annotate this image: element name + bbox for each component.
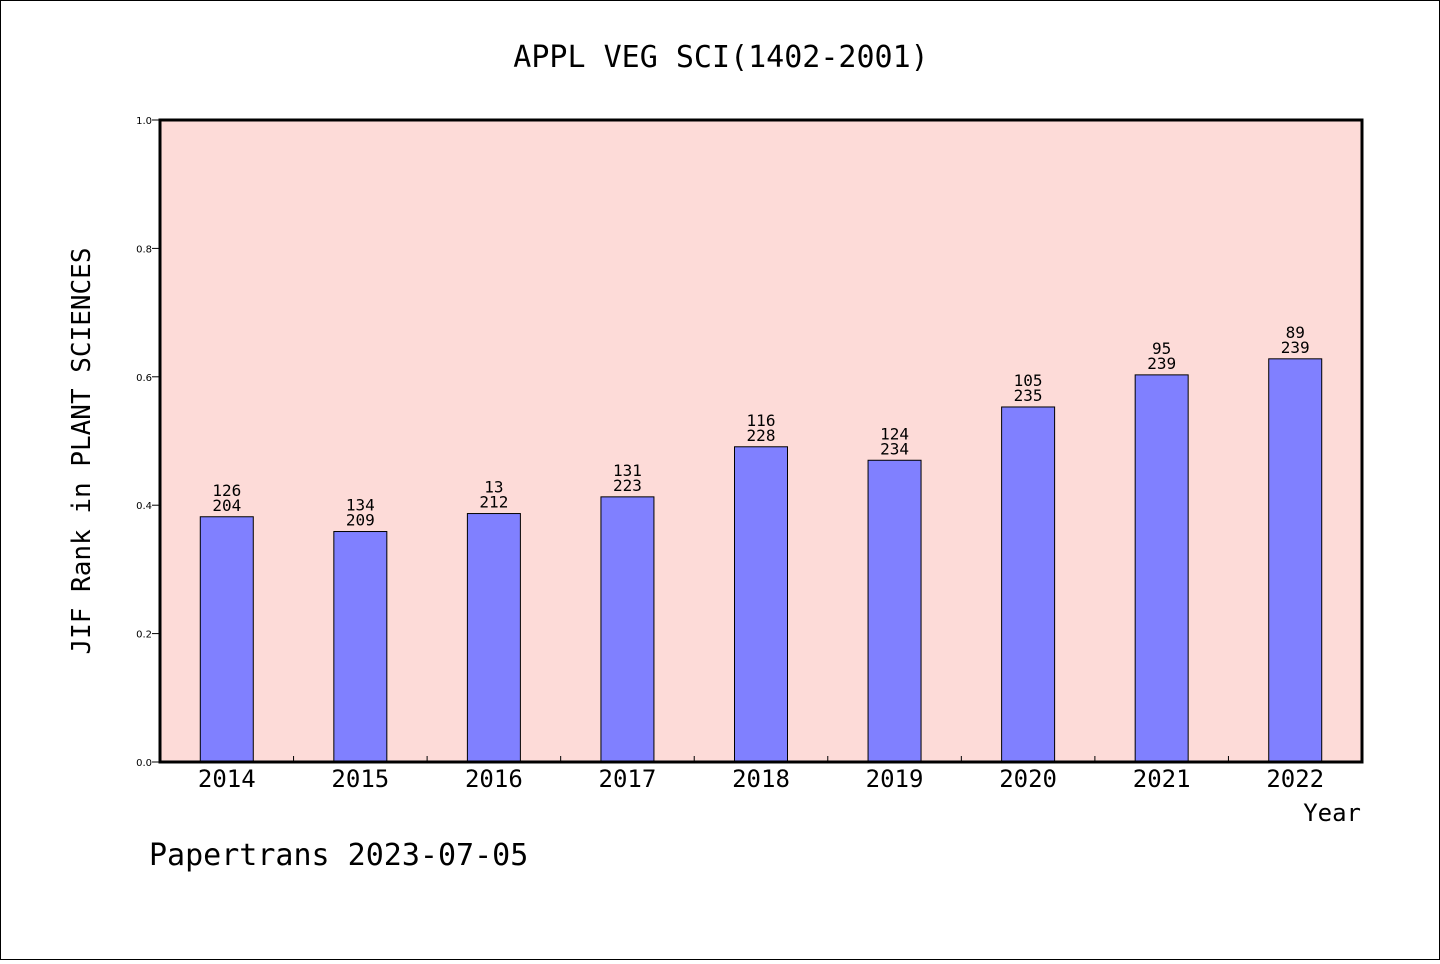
bar-2014 xyxy=(199,516,254,763)
bar-label-top: 105 xyxy=(1014,371,1043,390)
bar-label-bottom: 234 xyxy=(880,439,909,458)
x-tick-label: 2014 xyxy=(198,765,256,793)
x-tick-label: 2019 xyxy=(866,765,924,793)
bar-label-bottom: 235 xyxy=(1014,386,1043,405)
y-tick-label: 0.8 xyxy=(136,244,152,255)
x-tick-label: 2020 xyxy=(999,765,1057,793)
y-tick-label: 1.0 xyxy=(136,116,152,127)
bar-label-bottom: 239 xyxy=(1281,338,1310,357)
bar-2015 xyxy=(333,531,388,763)
plot-border xyxy=(158,118,1364,764)
bar-label-top: 89 xyxy=(1286,323,1305,342)
bar-2019 xyxy=(867,459,922,763)
bar-label-top: 116 xyxy=(747,411,776,430)
bar-label-top: 131 xyxy=(613,461,642,480)
x-axis: 2014 2015 2016 2017 2018 2019 2020 2021 2022 xyxy=(198,756,1324,793)
bar-2021 xyxy=(1134,374,1189,763)
bar-label-top: 95 xyxy=(1152,339,1171,358)
bar-2020 xyxy=(1001,406,1056,763)
x-tick-label: 2015 xyxy=(331,765,389,793)
y-tick-label: 0.6 xyxy=(136,373,152,384)
bar-2018 xyxy=(734,446,788,763)
y-tick-label: 0.4 xyxy=(136,501,152,512)
x-tick-label: 2018 xyxy=(732,765,790,793)
bar-label-top: 126 xyxy=(212,481,241,500)
y-axis: 0.0 0.2 0.4 0.6 0.8 1.0 xyxy=(136,116,160,769)
bar-label-bottom: 223 xyxy=(613,476,642,495)
bar-label-bottom: 239 xyxy=(1147,354,1176,373)
footer-credit: Papertrans 2023-07-05 xyxy=(149,838,528,873)
bar-label-top: 13 xyxy=(484,478,503,497)
bar-label-top: 134 xyxy=(346,496,375,515)
bar-label-bottom: 212 xyxy=(479,493,508,512)
bar-label-bottom: 209 xyxy=(346,511,375,530)
bar-2016 xyxy=(466,513,521,763)
x-tick-label: 2022 xyxy=(1266,765,1324,793)
bar-label-top: 124 xyxy=(880,424,909,443)
x-tick-label: 2017 xyxy=(599,765,657,793)
bar-2022 xyxy=(1268,358,1323,763)
x-axis-label: Year xyxy=(1303,799,1361,827)
y-tick-label: 0.2 xyxy=(136,630,152,641)
bar-label-bottom: 228 xyxy=(747,426,776,445)
chart-title: APPL VEG SCI(1402-2001) xyxy=(513,40,928,75)
x-tick-label: 2016 xyxy=(465,765,523,793)
bar-label-bottom: 204 xyxy=(212,496,241,515)
y-axis-label: JIF Rank in PLANT SCIENCES xyxy=(67,248,97,655)
x-tick-label: 2021 xyxy=(1133,765,1191,793)
y-tick-label: 0.0 xyxy=(136,758,152,769)
bar-2017 xyxy=(600,496,655,763)
